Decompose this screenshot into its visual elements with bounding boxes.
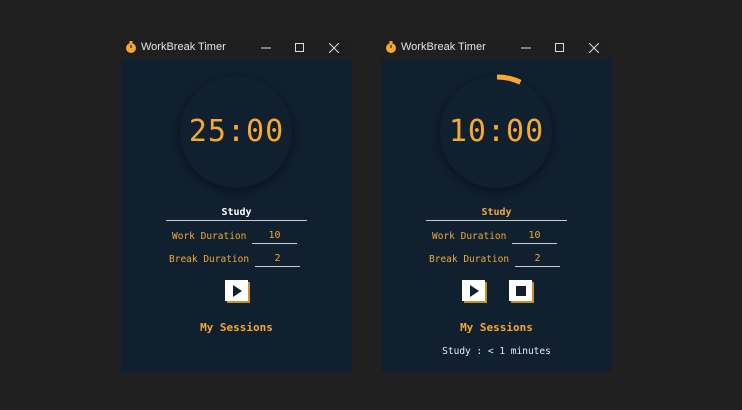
- work-duration-label: Work Duration: [432, 231, 507, 242]
- sessions-title: My Sessions: [460, 321, 533, 334]
- progress-arc-layer: [496, 74, 522, 85]
- work-duration-input[interactable]: 10: [512, 230, 557, 244]
- mode-underline: [166, 220, 307, 221]
- minimize-icon: [261, 47, 271, 48]
- session-item: Study : < 1 minutes: [442, 346, 551, 357]
- timer-circle: [440, 76, 552, 188]
- stop-icon: [515, 285, 526, 296]
- progress-arc: [496, 74, 522, 85]
- timer-circle: [180, 76, 292, 188]
- break-duration-input[interactable]: 2: [515, 253, 560, 267]
- close-icon: [589, 42, 599, 53]
- timer-display: 10:00: [448, 114, 545, 149]
- stopwatch-icon: [386, 41, 396, 53]
- work-duration-input[interactable]: 10: [252, 230, 297, 244]
- close-icon: [329, 42, 339, 53]
- play-button[interactable]: [462, 280, 485, 301]
- close-button[interactable]: [579, 36, 609, 59]
- minimize-button[interactable]: [251, 36, 281, 59]
- title-bar: WorkBreak Timer: [121, 36, 352, 59]
- break-duration-label: Break Duration: [429, 254, 510, 265]
- window-title: WorkBreak Timer: [141, 41, 226, 53]
- play-button[interactable]: [225, 280, 248, 301]
- maximize-button[interactable]: [285, 36, 315, 59]
- window-title: WorkBreak Timer: [401, 41, 486, 53]
- timer-window-2: WorkBreak Timer 10:00 Study Work Duratio…: [381, 36, 612, 372]
- stop-button[interactable]: [509, 280, 532, 301]
- maximize-button[interactable]: [545, 36, 575, 59]
- work-duration-label: Work Duration: [172, 231, 247, 242]
- play-icon: [232, 284, 242, 297]
- mode-label: Study: [481, 207, 512, 218]
- break-duration-input[interactable]: 2: [255, 253, 300, 267]
- minimize-button[interactable]: [511, 36, 541, 59]
- timer-window-1: WorkBreak Timer 25:00 Study Work Duratio…: [121, 36, 352, 372]
- maximize-icon: [555, 42, 564, 52]
- minimize-icon: [521, 47, 531, 48]
- stopwatch-icon: [126, 41, 136, 53]
- timer-display: 25:00: [188, 114, 285, 149]
- play-icon: [469, 284, 479, 297]
- maximize-icon: [295, 42, 304, 52]
- sessions-title: My Sessions: [200, 321, 273, 334]
- break-duration-label: Break Duration: [169, 254, 250, 265]
- mode-label: Study: [221, 207, 252, 218]
- close-button[interactable]: [319, 36, 349, 59]
- mode-underline: [426, 220, 567, 221]
- title-bar: WorkBreak Timer: [381, 36, 612, 59]
